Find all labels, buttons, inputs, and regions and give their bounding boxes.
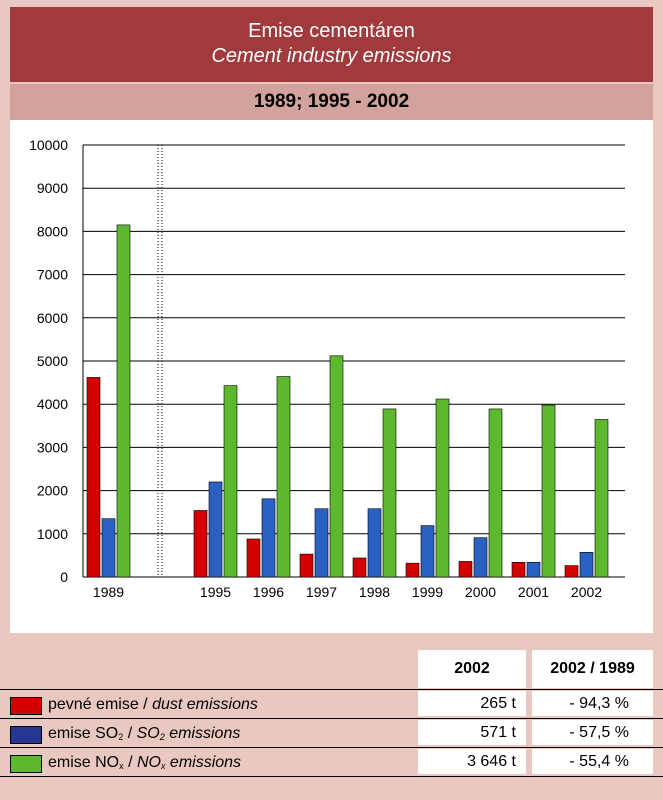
column-header-change: 2002 / 1989 xyxy=(532,650,653,688)
so2-swatch xyxy=(10,726,42,744)
y-tick-label: 5000 xyxy=(37,353,68,369)
bar-so2 xyxy=(526,562,541,578)
bar-dust xyxy=(564,565,579,578)
title-banner: Emise cementáren Cement industry emissio… xyxy=(10,7,653,82)
y-tick-label: 0 xyxy=(60,569,68,585)
period-subtitle: 1989; 1995 - 2002 xyxy=(10,84,653,120)
x-tick-label: 1999 xyxy=(412,584,443,600)
title-english: Cement industry emissions xyxy=(211,45,452,67)
bar-dust xyxy=(511,562,526,578)
legend-divider xyxy=(0,776,663,777)
bar-so2 xyxy=(208,481,223,578)
x-tick-label: 1989 xyxy=(93,584,124,600)
dust-value-2002: 265 t xyxy=(418,691,526,716)
y-tick-label: 2000 xyxy=(37,483,68,499)
so2-change: - 57,5 % xyxy=(532,720,653,745)
legend-row-nox: emise NOx / NOx emissions 3 646 t - 55,4… xyxy=(0,749,663,776)
x-tick-label: 1995 xyxy=(200,584,231,600)
so2-value-2002: 571 t xyxy=(418,720,526,745)
y-tick-label: 7000 xyxy=(37,267,68,283)
x-tick-label: 1998 xyxy=(359,584,390,600)
x-tick-label: 2002 xyxy=(571,584,602,600)
bar-dust xyxy=(246,538,261,578)
bar-so2 xyxy=(367,508,382,578)
y-tick-label: 1000 xyxy=(37,526,68,542)
bar-nox xyxy=(488,408,503,578)
x-tick-label: 1996 xyxy=(253,584,284,600)
bar-so2 xyxy=(579,552,594,578)
legend-row-dust: pevné emise / dust emissions 265 t - 94,… xyxy=(0,691,663,718)
bar-nox xyxy=(382,408,397,578)
legend-divider xyxy=(0,718,663,719)
bar-nox xyxy=(223,385,238,578)
legend-divider xyxy=(0,747,663,748)
bar-dust xyxy=(458,561,473,578)
nox-label: emise NOx / NOx emissions xyxy=(48,754,242,771)
bar-dust xyxy=(86,377,101,578)
so2-label: emise SO2 / SO2 emissions xyxy=(48,725,241,742)
x-tick-label: 2001 xyxy=(518,584,549,600)
bar-nox xyxy=(541,404,556,578)
dust-swatch xyxy=(10,697,42,715)
bar-nox xyxy=(276,376,291,578)
y-tick-label: 4000 xyxy=(37,396,68,412)
bar-nox xyxy=(329,355,344,578)
nox-change: - 55,4 % xyxy=(532,749,653,774)
bar-so2 xyxy=(473,537,488,578)
column-header-2002: 2002 xyxy=(418,650,526,688)
bar-so2 xyxy=(314,508,329,578)
y-tick-label: 3000 xyxy=(37,439,68,455)
bar-dust xyxy=(299,553,314,578)
y-tick-label: 8000 xyxy=(37,223,68,239)
legend-divider xyxy=(0,689,663,690)
dust-label: pevné emise / dust emissions xyxy=(48,696,258,713)
title-czech: Emise cementáren xyxy=(248,20,415,42)
nox-swatch xyxy=(10,755,42,773)
y-tick-label: 6000 xyxy=(37,310,68,326)
nox-value-2002: 3 646 t xyxy=(418,749,526,774)
bar-dust xyxy=(405,562,420,578)
dust-change: - 94,3 % xyxy=(532,691,653,716)
bar-chart: 0 1000 2000 3000 4000 5000 6000 7000 8000 9000 100… xyxy=(29,137,625,600)
x-tick-label: 2000 xyxy=(465,584,496,600)
bar-dust xyxy=(193,510,208,578)
y-tick-label: 10000 xyxy=(29,137,68,153)
plot-panel: 0 1000 2000 3000 4000 5000 6000 7000 8000 9000 100… xyxy=(10,120,653,633)
bar-nox xyxy=(594,419,609,578)
x-tick-label: 1997 xyxy=(306,584,337,600)
bar-so2 xyxy=(261,498,276,578)
bar-so2 xyxy=(101,518,116,578)
bar-nox xyxy=(116,224,131,578)
bar-dust xyxy=(352,557,367,578)
bar-so2 xyxy=(420,525,435,578)
legend-row-so2: emise SO2 / SO2 emissions 571 t - 57,5 % xyxy=(0,720,663,747)
bar-nox xyxy=(435,398,450,578)
y-tick-label: 9000 xyxy=(37,180,68,196)
